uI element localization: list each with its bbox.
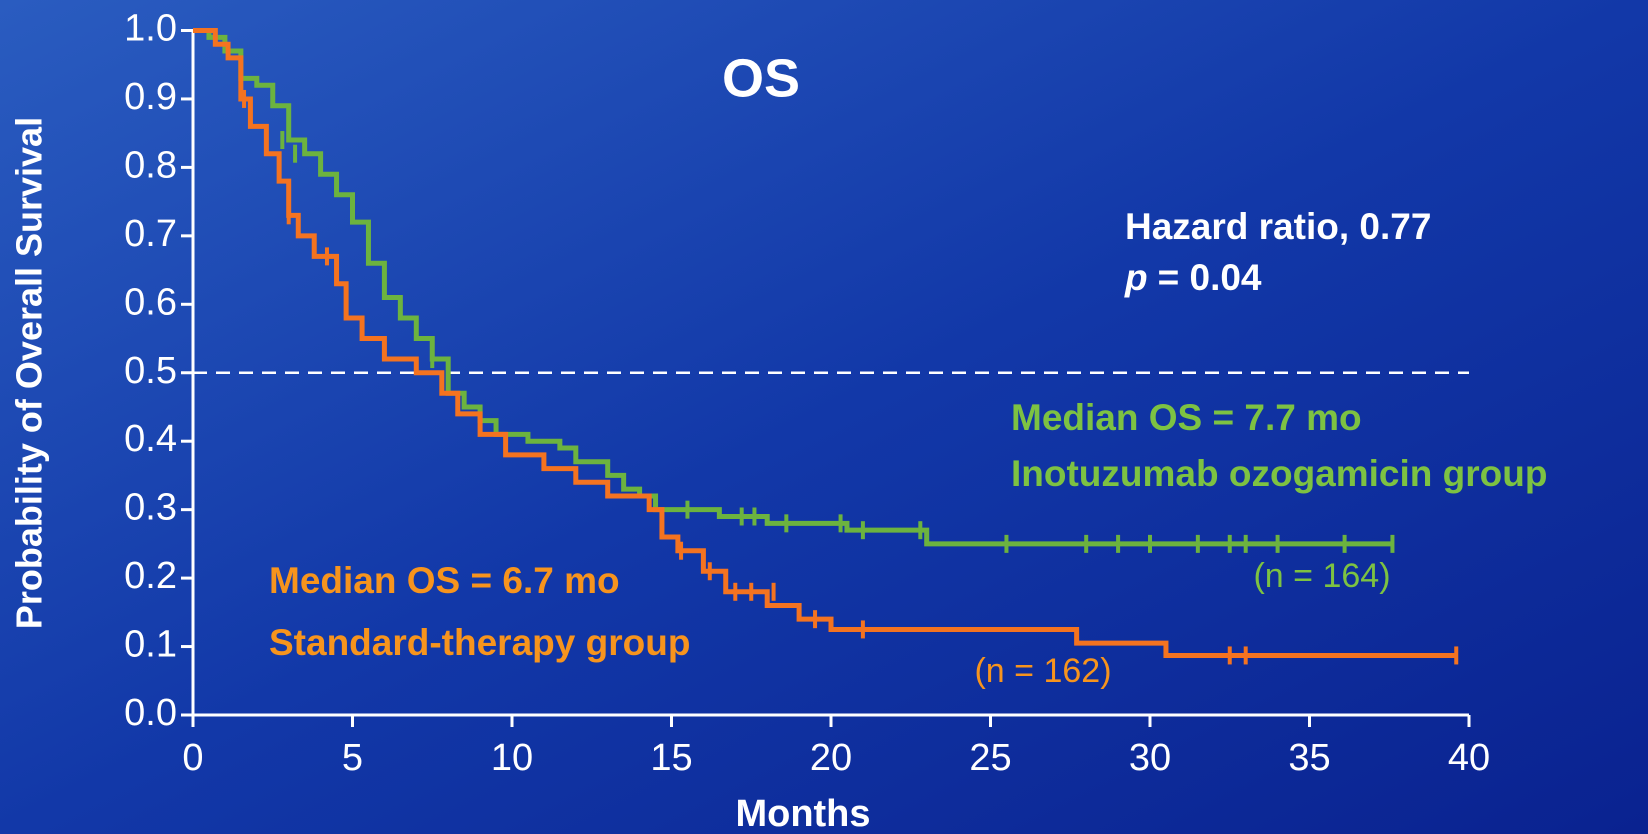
x-tick-label: 30 (1129, 737, 1171, 779)
y-tick-label: 0.8 (124, 144, 177, 186)
x-tick-label: 25 (969, 737, 1011, 779)
y-tick-label: 0.1 (124, 624, 177, 666)
p-line: p = 0.04 (1124, 257, 1262, 298)
x-tick-label: 40 (1448, 737, 1490, 779)
orange-median: Median OS = 6.7 mo (269, 560, 620, 601)
legend-entry: Inotuzumab ozogamicin group (1011, 453, 1547, 494)
x-tick-label: 5 (342, 737, 363, 779)
y-tick-label: 0.9 (124, 76, 177, 118)
y-tick-label: 0.2 (124, 555, 177, 597)
chart-title: OS (722, 48, 800, 108)
x-tick-label: 10 (491, 737, 533, 779)
y-tick-label: 0.4 (124, 418, 177, 460)
p-value: = 0.04 (1158, 257, 1262, 298)
x-tick-label: 15 (650, 737, 692, 779)
green-median: Median OS = 7.7 mo (1011, 397, 1362, 438)
p-symbol: p (1124, 257, 1148, 298)
y-tick-label: 0.3 (124, 487, 177, 529)
survival-curve (193, 28, 1393, 547)
orange-n: (n = 162) (974, 652, 1111, 690)
green-n: (n = 164) (1253, 557, 1390, 595)
y-axis-label: Probability of Overall Survival (9, 117, 50, 629)
y-tick-label: 0.7 (124, 213, 177, 255)
survival-curve (193, 28, 1457, 658)
x-tick-label: 35 (1288, 737, 1330, 779)
y-tick-label: 0.0 (124, 692, 177, 734)
y-tick-label: 0.6 (124, 281, 177, 323)
y-tick-label: 1.0 (124, 8, 177, 50)
x-axis-label: Months (735, 793, 870, 834)
y-tick-label: 0.5 (124, 350, 177, 392)
legend-entry: Standard-therapy group (269, 622, 690, 663)
x-tick-label: 20 (810, 737, 852, 779)
hazard-ratio: Hazard ratio, 0.77 (1125, 206, 1431, 247)
x-tick-label: 0 (182, 737, 203, 779)
